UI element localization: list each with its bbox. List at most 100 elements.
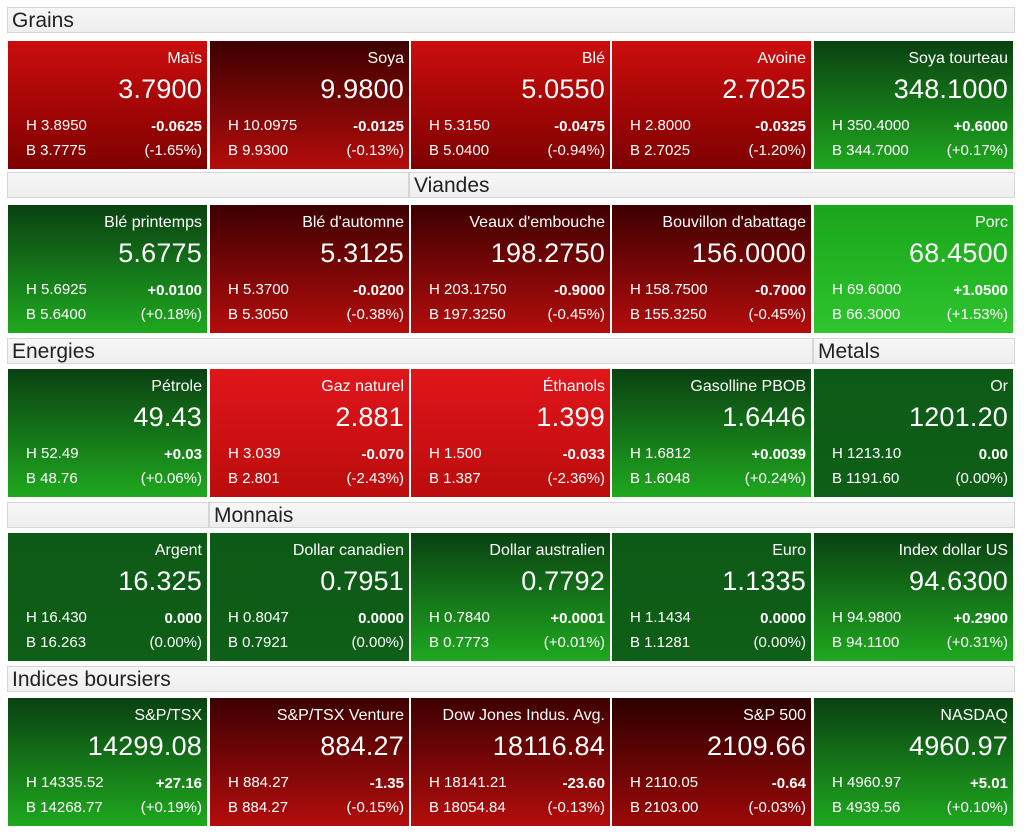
ticker-price: 0.7951: [320, 566, 404, 596]
ticker-high: H 1213.10: [832, 445, 902, 462]
ticker-low: B 18054.84: [429, 799, 506, 816]
ticker-tile-bouvillon-abattage[interactable]: Bouvillon d'abattage 156.0000 H 158.7500…: [612, 205, 811, 333]
ticker-high: H 0.7840: [429, 609, 490, 626]
ticker-price: 14299.08: [87, 731, 202, 761]
ticker-tile-sp-500[interactable]: S&P 500 2109.66 H 2110.05 B 2103.00 -0.6…: [612, 698, 811, 826]
ticker-name: S&P/TSX Venture: [276, 707, 404, 724]
ticker-tile-gasolline-pbob[interactable]: Gasolline PBOB 1.6446 H 1.6812 B 1.6048 …: [612, 369, 811, 497]
ticker-name: Euro: [772, 542, 806, 559]
ticker-name: S&P 500: [743, 707, 806, 724]
ticker-price: 1.1335: [722, 566, 806, 596]
ticker-low: B 0.7921: [228, 634, 289, 651]
ticker-change: -0.033: [562, 446, 605, 463]
ticker-name: S&P/TSX: [134, 707, 202, 724]
ticker-low: B 5.0400: [429, 142, 490, 159]
ticker-price: 5.6775: [118, 238, 202, 268]
ticker-tile-ethanols[interactable]: Éthanols 1.399 H 1.500 B 1.387 -0.033 (-…: [411, 369, 610, 497]
ticker-high: H 5.3700: [228, 281, 289, 298]
ticker-tile-sp-tsx[interactable]: S&P/TSX 14299.08 H 14335.52 B 14268.77 +…: [8, 698, 207, 826]
ticker-tile-petrole[interactable]: Pétrole 49.43 H 52.49 B 48.76 +0.03 (+0.…: [8, 369, 207, 497]
ticker-change: -0.0475: [554, 118, 605, 135]
ticker-price: 49.43: [133, 402, 202, 432]
ticker-percent: (-0.13%): [346, 142, 404, 159]
ticker-price: 0.7792: [521, 566, 605, 596]
ticker-percent: (+0.19%): [140, 799, 202, 816]
ticker-low: B 2103.00: [630, 799, 699, 816]
ticker-tile-veaux-embouche[interactable]: Veaux d'embouche 198.2750 H 203.1750 B 1…: [411, 205, 610, 333]
ticker-high: H 10.0975: [228, 117, 298, 134]
ticker-high: H 5.3150: [429, 117, 490, 134]
ticker-tile-dollar-canadien[interactable]: Dollar canadien 0.7951 H 0.8047 B 0.7921…: [210, 533, 409, 661]
ticker-price: 1201.20: [909, 402, 1008, 432]
ticker-percent: (+0.31%): [946, 634, 1008, 651]
ticker-change: +0.03: [164, 446, 202, 463]
ticker-price: 198.2750: [490, 238, 605, 268]
ticker-name: Maïs: [167, 50, 202, 67]
ticker-change: +1.0500: [953, 282, 1008, 299]
ticker-name: Or: [990, 378, 1008, 395]
ticker-price: 884.27: [320, 731, 404, 761]
ticker-high: H 158.7500: [630, 281, 708, 298]
ticker-percent: (0.00%): [351, 634, 404, 651]
ticker-high: H 1.1434: [630, 609, 691, 626]
ticker-tile-nasdaq[interactable]: NASDAQ 4960.97 H 4960.97 B 4939.56 +5.01…: [814, 698, 1013, 826]
ticker-tile-dow-jones[interactable]: Dow Jones Indus. Avg. 18116.84 H 18141.2…: [411, 698, 610, 826]
ticker-tile-soya-tourteau[interactable]: Soya tourteau 348.1000 H 350.4000 B 344.…: [814, 41, 1013, 169]
ticker-name: Avoine: [757, 50, 806, 67]
ticker-high: H 52.49: [26, 445, 79, 462]
ticker-change: +0.2900: [953, 610, 1008, 627]
ticker-high: H 2.8000: [630, 117, 691, 134]
ticker-name: Argent: [154, 542, 202, 559]
ticker-low: B 94.1100: [832, 634, 900, 651]
section-header-energies: Energies: [7, 338, 813, 364]
ticker-change: -0.0200: [353, 282, 404, 299]
ticker-name: Dow Jones Indus. Avg.: [442, 707, 605, 724]
ticker-tile-porc[interactable]: Porc 68.4500 H 69.6000 B 66.3000 +1.0500…: [814, 205, 1013, 333]
ticker-name: Porc: [975, 214, 1008, 231]
ticker-percent: (+0.10%): [946, 799, 1008, 816]
ticker-name: Blé printemps: [104, 214, 202, 231]
ticker-price: 156.0000: [691, 238, 806, 268]
ticker-name: Gasolline PBOB: [690, 378, 806, 395]
ticker-tile-euro[interactable]: Euro 1.1335 H 1.1434 B 1.1281 0.0000 (0.…: [612, 533, 811, 661]
ticker-high: H 2110.05: [630, 774, 699, 791]
ticker-low: B 48.76: [26, 470, 78, 487]
ticker-low: B 1.387: [429, 470, 481, 487]
ticker-low: B 344.7000: [832, 142, 909, 159]
ticker-low: B 197.3250: [429, 306, 506, 323]
ticker-change: +0.0100: [147, 282, 202, 299]
ticker-name: Bouvillon d'abattage: [662, 214, 806, 231]
ticker-low: B 3.7775: [26, 142, 87, 159]
ticker-tile-mais[interactable]: Maïs 3.7900 H 3.8950 B 3.7775 -0.0625 (-…: [8, 41, 207, 169]
ticker-change: +27.16: [155, 775, 202, 792]
ticker-tile-index-dollar-us[interactable]: Index dollar US 94.6300 H 94.9800 B 94.1…: [814, 533, 1013, 661]
ticker-change: +0.0001: [550, 610, 605, 627]
ticker-price: 348.1000: [893, 74, 1008, 104]
ticker-change: -0.0625: [151, 118, 202, 135]
ticker-name: NASDAQ: [940, 707, 1008, 724]
ticker-change: 0.00: [978, 446, 1008, 463]
ticker-price: 2.7025: [722, 74, 806, 104]
ticker-change: 0.0000: [358, 610, 404, 627]
ticker-price: 2.881: [335, 402, 404, 432]
ticker-low: B 0.7773: [429, 634, 490, 651]
ticker-tile-ble-automne[interactable]: Blé d'automne 5.3125 H 5.3700 B 5.3050 -…: [210, 205, 409, 333]
ticker-change: +5.01: [970, 775, 1008, 792]
ticker-name: Soya tourteau: [908, 50, 1008, 67]
ticker-tile-gaz-naturel[interactable]: Gaz naturel 2.881 H 3.039 B 2.801 -0.070…: [210, 369, 409, 497]
ticker-name: Gaz naturel: [321, 378, 404, 395]
ticker-change: -23.60: [562, 775, 605, 792]
ticker-change: +0.6000: [953, 118, 1008, 135]
ticker-tile-or[interactable]: Or 1201.20 H 1213.10 B 1191.60 0.00 (0.0…: [814, 369, 1013, 497]
ticker-change: +0.0039: [751, 446, 806, 463]
ticker-percent: (+1.53%): [946, 306, 1008, 323]
ticker-tile-dollar-australien[interactable]: Dollar australien 0.7792 H 0.7840 B 0.77…: [411, 533, 610, 661]
ticker-tile-argent[interactable]: Argent 16.325 H 16.430 B 16.263 0.000 (0…: [8, 533, 207, 661]
ticker-tile-soya[interactable]: Soya 9.9800 H 10.0975 B 9.9300 -0.0125 (…: [210, 41, 409, 169]
ticker-tile-ble-printemps[interactable]: Blé printemps 5.6775 H 5.6925 B 5.6400 +…: [8, 205, 207, 333]
ticker-tile-avoine[interactable]: Avoine 2.7025 H 2.8000 B 2.7025 -0.0325 …: [612, 41, 811, 169]
ticker-percent: (-0.15%): [346, 799, 404, 816]
ticker-tile-sp-tsx-venture[interactable]: S&P/TSX Venture 884.27 H 884.27 B 884.27…: [210, 698, 409, 826]
ticker-tile-ble[interactable]: Blé 5.0550 H 5.3150 B 5.0400 -0.0475 (-0…: [411, 41, 610, 169]
ticker-percent: (-2.43%): [346, 470, 404, 487]
